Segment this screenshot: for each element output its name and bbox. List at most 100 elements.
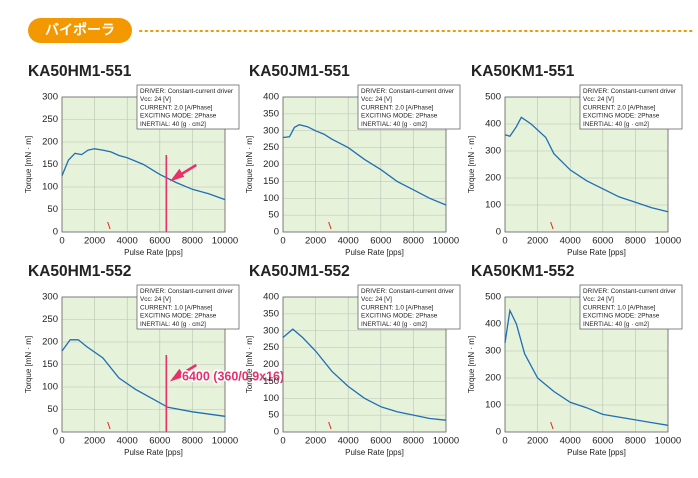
x-tick-label: 0 [280, 236, 285, 247]
chart-title: KA50JM1-552 [249, 263, 350, 280]
x-tick-label: 10000 [655, 436, 681, 447]
x-tick-label: 0 [502, 236, 507, 247]
y-tick-label: 150 [263, 176, 279, 187]
y-tick-label: 200 [263, 359, 279, 370]
y-axis-label: Torque [mN · m] [24, 336, 33, 393]
y-tick-label: 0 [53, 227, 58, 238]
info-line: EXCITING MODE: 2Phase [140, 113, 217, 120]
y-tick-label: 250 [42, 314, 58, 325]
x-tick-label: 2000 [527, 236, 548, 247]
torque-curve [282, 328, 447, 421]
info-line: DRIVER: Constant-current driver [583, 288, 677, 295]
x-tick-label: 8000 [403, 236, 424, 247]
x-tick-label: 0 [502, 436, 507, 447]
y-tick-label: 50 [47, 404, 58, 415]
x-tick-label: 0 [280, 436, 285, 447]
chart-title: KA50HM1-552 [28, 263, 131, 280]
info-line: EXCITING MODE: 2Phase [583, 113, 660, 120]
info-box [357, 284, 461, 330]
x-axis-label: Pulse Rate [pps] [345, 248, 404, 257]
y-tick-label: 350 [263, 308, 279, 319]
badge-bg [28, 18, 132, 43]
info-box [579, 284, 683, 330]
x-tick-label: 4000 [338, 236, 359, 247]
torque-curve [504, 308, 669, 426]
info-line: Vcc: 24 [V] [583, 296, 614, 303]
y-tick-label: 150 [263, 376, 279, 387]
x-tick-label: 6000 [370, 236, 391, 247]
x-axis-label: Pulse Rate [pps] [124, 248, 183, 257]
info-box [136, 284, 240, 330]
y-tick-label: 0 [274, 227, 279, 238]
y-tick-label: 200 [42, 137, 58, 148]
torque-curve [282, 124, 447, 206]
y-axis-label: Torque [mN · m] [245, 336, 254, 393]
info-line: CURRENT: 1.0 [A/Phase] [361, 304, 434, 311]
y-tick-label: 100 [485, 400, 501, 411]
y-tick-label: 100 [263, 193, 279, 204]
info-line: Vcc: 24 [V] [361, 96, 392, 103]
y-tick-label: 400 [485, 319, 501, 330]
x-tick-label: 8000 [625, 236, 646, 247]
info-line: DRIVER: Constant-current driver [361, 288, 455, 295]
x-tick-label: 6000 [149, 236, 170, 247]
x-tick-label: 6000 [592, 436, 613, 447]
y-tick-label: 500 [485, 92, 501, 103]
y-tick-label: 350 [263, 108, 279, 119]
x-tick-label: 10000 [655, 236, 681, 247]
x-tick-label: 4000 [560, 236, 581, 247]
x-axis-label: Pulse Rate [pps] [567, 448, 626, 457]
info-line: INERTIAL: 40 [g · cm2] [140, 321, 206, 328]
info-line: EXCITING MODE: 2Phase [361, 113, 438, 120]
info-line: Vcc: 24 [V] [140, 96, 171, 103]
stop-mark [328, 221, 332, 230]
y-axis-label: Torque [mN · m] [245, 136, 254, 193]
y-tick-label: 50 [268, 410, 279, 421]
torque-curve [61, 339, 226, 417]
y-tick-label: 200 [263, 159, 279, 170]
chart-title: KA50KM1-551 [471, 63, 575, 80]
info-line: Vcc: 24 [V] [140, 296, 171, 303]
y-tick-label: 400 [485, 119, 501, 130]
y-tick-label: 400 [263, 92, 279, 103]
y-tick-label: 100 [42, 182, 58, 193]
torque-curve [504, 116, 669, 213]
x-tick-label: 6000 [149, 436, 170, 447]
info-line: Vcc: 24 [V] [583, 96, 614, 103]
y-tick-label: 300 [263, 325, 279, 336]
y-tick-label: 300 [485, 346, 501, 357]
info-line: EXCITING MODE: 2Phase [140, 313, 217, 320]
x-axis-label: Pulse Rate [pps] [124, 448, 183, 457]
annotation: 6400 (360/0.9x16) [182, 369, 284, 383]
y-tick-label: 200 [42, 337, 58, 348]
info-line: INERTIAL: 40 [g · cm2] [583, 321, 649, 328]
y-tick-label: 300 [485, 146, 501, 157]
y-axis-label: Torque [mN · m] [467, 336, 476, 393]
y-tick-label: 250 [263, 342, 279, 353]
y-tick-label: 50 [47, 204, 58, 215]
x-tick-label: 4000 [117, 436, 138, 447]
x-tick-label: 4000 [338, 436, 359, 447]
x-tick-label: 4000 [117, 236, 138, 247]
torque-curve [61, 148, 226, 201]
y-tick-label: 200 [485, 173, 501, 184]
info-line: CURRENT: 2.0 [A/Phase] [583, 104, 656, 111]
x-tick-label: 6000 [370, 436, 391, 447]
stop-mark [550, 221, 554, 230]
badge: バイポーラ [45, 22, 115, 38]
stop-mark [328, 421, 332, 430]
x-tick-label: 2000 [84, 236, 105, 247]
x-tick-label: 10000 [433, 236, 459, 247]
x-tick-label: 0 [59, 236, 64, 247]
info-line: CURRENT: 1.0 [A/Phase] [140, 304, 213, 311]
y-tick-label: 100 [42, 382, 58, 393]
x-tick-label: 8000 [182, 436, 203, 447]
y-tick-label: 0 [496, 227, 501, 238]
x-tick-label: 4000 [560, 436, 581, 447]
y-tick-label: 50 [268, 210, 279, 221]
info-line: EXCITING MODE: 2Phase [583, 313, 660, 320]
y-tick-label: 400 [263, 292, 279, 303]
x-tick-label: 2000 [305, 436, 326, 447]
stop-mark [107, 221, 111, 230]
y-tick-label: 200 [485, 373, 501, 384]
